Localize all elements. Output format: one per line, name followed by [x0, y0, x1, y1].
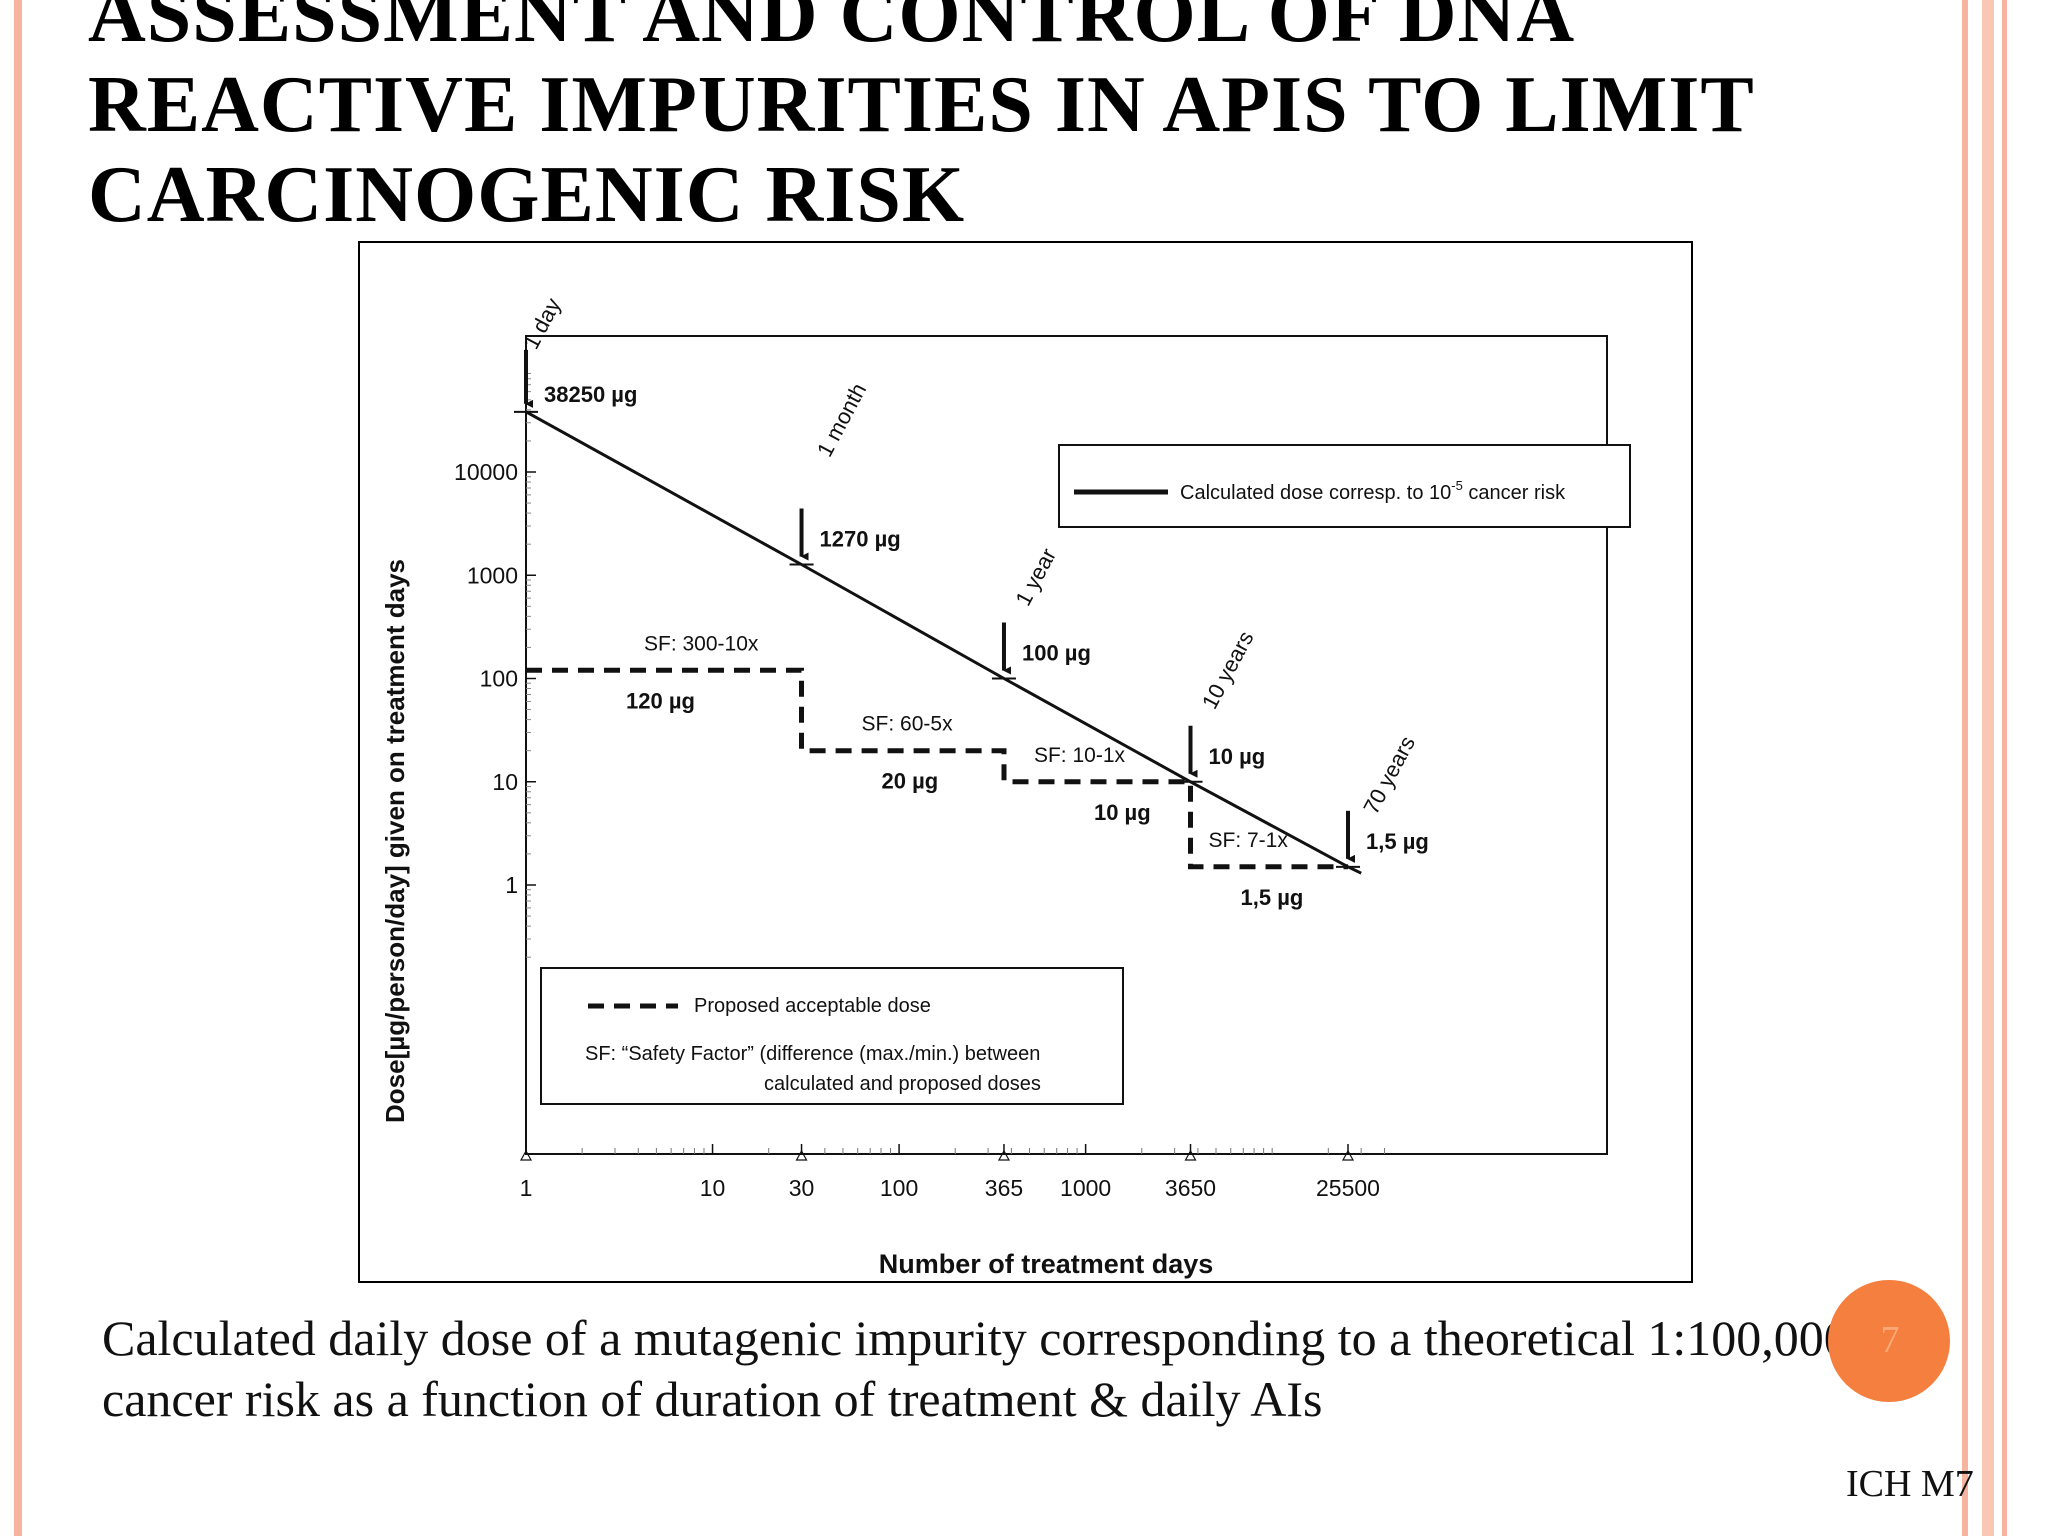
page-number-badge	[1828, 1280, 1950, 1402]
source-label: ICH M7	[1846, 1463, 1974, 1505]
duration-label: 70 years	[1358, 732, 1420, 818]
x-tick-label: 30	[789, 1175, 815, 1201]
x-axis-marker	[1341, 1149, 1355, 1161]
step-dose-label: 20 µg	[882, 769, 939, 794]
legend-calculated-dose-label: Calculated dose corresp. to 10-5 cancer …	[1180, 478, 1566, 504]
y-tick-label: 100	[480, 666, 518, 692]
legend-safety-factor-note-2: calculated and proposed doses	[764, 1073, 1041, 1095]
x-tick-label: 25500	[1316, 1175, 1380, 1201]
x-tick-label: 365	[985, 1175, 1023, 1201]
legend-calculated-dose: Calculated dose corresp. to 10-5 cancer …	[1058, 444, 1631, 528]
x-tick-label: 1	[520, 1175, 533, 1201]
x-tick-label: 10	[700, 1175, 726, 1201]
dose-label: 1270 µg	[820, 527, 901, 552]
y-tick-label: 10000	[454, 459, 518, 485]
step-dose-label: 1,5 µg	[1241, 885, 1304, 910]
y-tick-label: 10	[492, 769, 518, 795]
step-dose-label: 10 µg	[1094, 800, 1151, 825]
chart-figure: 1 10 100 1000 10000 1 10 30 100 365 1000 3650 25500 …	[358, 241, 1693, 1283]
right-border-stripe-inner	[2002, 0, 2007, 1536]
right-border-stripe	[1962, 0, 1968, 1536]
left-border-stripe	[14, 0, 22, 1536]
x-tick-label: 100	[880, 1175, 918, 1201]
legend-proposed-dose: Proposed acceptable dose SF: “Safety Fac…	[540, 967, 1124, 1105]
dose-label: 38250 µg	[544, 382, 637, 407]
y-axis-label: Dose[µg/person/day] given on treatment d…	[380, 559, 410, 1123]
x-axis-marker	[519, 1149, 533, 1161]
legend-proposed-dose-label: Proposed acceptable dose	[694, 995, 931, 1017]
x-tick-label: 1000	[1060, 1175, 1111, 1201]
y-tick-label: 1000	[467, 562, 518, 588]
page-number: 7	[1880, 1319, 1900, 1361]
proposed-dose-step-line	[526, 667, 1348, 870]
right-border-stripe-wide	[1982, 0, 1994, 1536]
slide-title: ASSESSMENT AND CONTROL OF DNA REACTIVE I…	[88, 0, 1754, 239]
duration-label: 1 month	[812, 379, 871, 461]
duration-label: 1 day	[518, 294, 565, 353]
x-tick-label: 3650	[1165, 1175, 1216, 1201]
x-axis-marker	[795, 1149, 808, 1161]
legend-safety-factor-note: SF: “Safety Factor” (difference (max./mi…	[585, 1043, 1040, 1065]
dose-label: 1,5 µg	[1366, 829, 1429, 854]
step-dose-label: 120 µg	[626, 688, 695, 713]
x-axis-marker	[997, 1149, 1010, 1161]
calculated-dose-line	[525, 410, 1362, 875]
y-tick-label: 1	[505, 872, 518, 898]
dose-label: 10 µg	[1209, 744, 1266, 769]
duration-label: 1 year	[1010, 544, 1061, 610]
x-axis-marker	[1184, 1149, 1197, 1161]
dose-label: 100 µg	[1022, 641, 1091, 666]
slide-caption: Calculated daily dose of a mutagenic imp…	[102, 1310, 1849, 1427]
plot-area	[525, 335, 1608, 1155]
safety-factor-label: SF: 300-10x	[644, 632, 759, 655]
duration-label: 10 years	[1197, 627, 1259, 713]
safety-factor-label: SF: 10-1x	[1034, 744, 1126, 767]
safety-factor-label: SF: 7-1x	[1209, 829, 1289, 852]
x-axis-label: Number of treatment days	[879, 1249, 1214, 1279]
safety-factor-label: SF: 60-5x	[862, 713, 954, 736]
